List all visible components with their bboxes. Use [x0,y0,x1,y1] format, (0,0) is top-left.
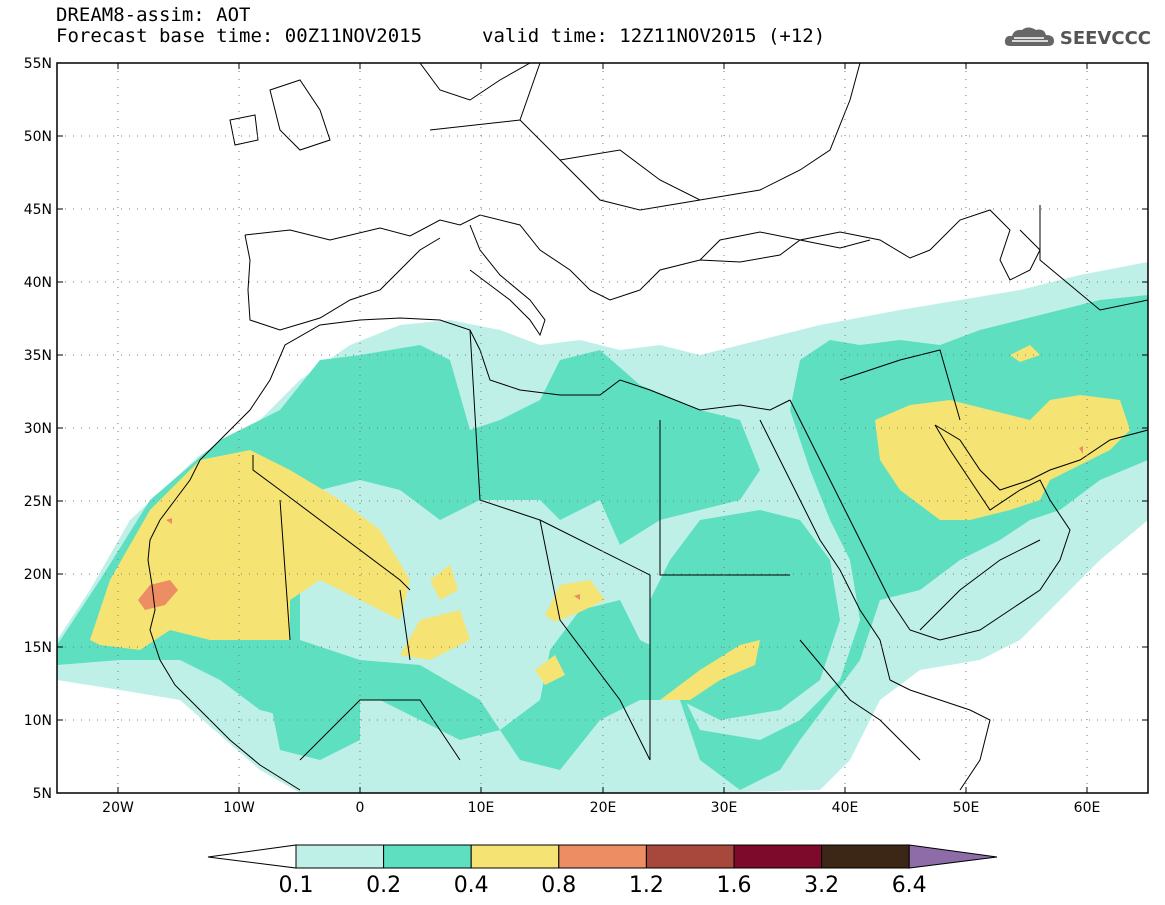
colorbar-box [470,844,560,869]
colorbar [207,844,998,869]
lat-label: 45N [24,202,52,218]
lat-label: 40N [24,275,52,291]
valid-time: valid time: 12Z11NOV2015 (+12) [482,25,826,47]
colorbar-label: 1.6 [717,873,752,898]
lon-label: 40E [832,800,859,816]
coast-persiangulf [934,424,1148,491]
aot-band-0.4-darfur [535,655,565,685]
lon-label: 10E [468,800,495,816]
border-11 [559,159,701,211]
aot-band-0.4-iran [1010,345,1040,362]
lat-label: 25N [24,494,52,510]
colorbar-high-arrow [908,844,998,869]
aot-band-0.8-dot1 [166,518,172,524]
lon-label: 30E [711,800,738,816]
colorbar-labels: 0.1 0.2 0.4 0.8 1.2 1.6 3.2 6.4 [279,873,927,898]
colorbar-box [295,844,385,869]
border-6 [659,420,790,576]
colorbar-box [821,844,910,869]
coast-westafrica [147,459,301,791]
border-13 [1039,205,1148,311]
lat-label: 15N [24,640,52,656]
aot-band-0.2-b [650,510,840,720]
logo-text: SEEVCCC [1059,27,1151,49]
coast-ireland [229,114,259,146]
lon-label: 0 [356,800,365,816]
lat-label: 5N [33,786,52,802]
coast-caspian [929,209,1041,281]
coast-arabia [789,399,1071,641]
aot-band-0.2-c [270,690,360,760]
seevccc-logo: SEEVCCC [1004,26,1151,50]
graticule [57,63,1148,793]
aot-band-0.4-tibesti [545,580,605,622]
lon-labels: 20W 10W 0 10E 20E 30E 40E 50E 60E [102,800,1100,816]
lat-label: 50N [24,129,52,145]
aot-band-0.8-senegal [138,580,178,610]
coast-northafrica [199,317,791,461]
aot-band-0.8-dot2 [574,594,580,600]
border-4 [469,329,561,621]
border-12 [839,349,961,421]
colorbar-box [645,844,735,869]
coastlines [147,63,1148,791]
border-1 [252,455,411,591]
colorbar-label: 0.8 [541,873,576,898]
colorbar-box [383,844,472,869]
border-5 [539,519,651,760]
colorbar-label: 3.2 [804,873,839,898]
lon-label: 20W [102,800,134,816]
lat-label: 20N [24,567,52,583]
coast-scandinavia [419,63,531,101]
lat-labels: 55N 50N 45N 40N 35N 30N 25N 20N 15N 10N … [24,56,52,802]
colorbar-label: 0.2 [366,873,401,898]
border-3 [399,589,411,661]
lat-label: 35N [24,348,52,364]
lon-label: 10W [223,800,255,816]
border-15 [799,639,921,761]
coast-europe [244,214,931,301]
coast-uk [269,79,331,151]
coast-redsea [759,419,891,681]
coast-hornafrica [889,679,991,791]
colorbar-box [558,844,647,869]
aot-band-0.4-niger [430,565,458,600]
aot-band-0.4-arabia [875,395,1130,520]
aot-band-0.4-sudan [660,640,760,700]
colorbar-label: 1.2 [629,873,664,898]
coast-italy [469,224,546,337]
forecast-times: Forecast base time: 00Z11NOV2015 valid ti… [56,25,825,47]
border-7 [559,619,651,761]
coast-blacksea [699,231,871,261]
aot-band-0.4-west [90,450,410,650]
border-8 [299,699,461,761]
aot-band-0.2 [57,295,1148,790]
base-time: Forecast base time: 00Z11NOV2015 [56,25,423,47]
coast-iberia [244,234,441,331]
lat-label: 30N [24,421,52,437]
colorbar-low-arrow [207,844,297,869]
colorbar-box [733,844,823,869]
border-10 [519,63,541,121]
lat-label: 10N [24,713,52,729]
border-2 [279,499,291,641]
colorbar-label: 0.1 [279,873,314,898]
lon-label: 50E [953,800,980,816]
aot-field [57,262,1148,793]
cloud-icon [1004,27,1054,46]
aot-band-0.8-dot3 [1079,446,1083,454]
colorbar-label: 0.4 [454,873,489,898]
axis-ticks [57,62,1148,794]
lon-label: 20E [590,800,617,816]
colorbar-label: 6.4 [892,873,927,898]
map-title: DREAM8-assim: AOT [56,4,251,26]
lat-label: 55N [24,56,52,72]
lon-label: 60E [1074,800,1101,816]
border-14 [919,539,1041,631]
